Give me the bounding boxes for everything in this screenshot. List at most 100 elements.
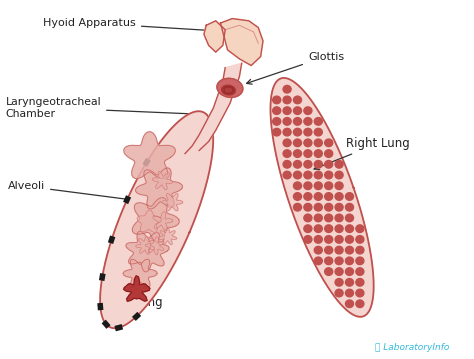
- Circle shape: [283, 171, 291, 179]
- Polygon shape: [204, 21, 225, 52]
- Circle shape: [283, 150, 291, 157]
- Circle shape: [293, 171, 301, 179]
- Circle shape: [346, 225, 354, 233]
- Circle shape: [325, 171, 333, 179]
- Circle shape: [314, 246, 322, 254]
- Circle shape: [283, 160, 291, 168]
- Ellipse shape: [221, 85, 236, 95]
- Circle shape: [273, 128, 281, 136]
- Circle shape: [293, 193, 301, 200]
- Circle shape: [335, 204, 343, 211]
- Text: Laryngeotracheal
Chamber: Laryngeotracheal Chamber: [5, 97, 207, 119]
- Polygon shape: [145, 237, 164, 255]
- Circle shape: [335, 246, 343, 254]
- Polygon shape: [136, 237, 155, 255]
- Circle shape: [325, 225, 333, 233]
- Circle shape: [273, 107, 281, 115]
- Circle shape: [346, 268, 354, 275]
- Circle shape: [325, 139, 333, 146]
- Polygon shape: [136, 168, 182, 209]
- Circle shape: [335, 171, 343, 179]
- Circle shape: [325, 182, 333, 190]
- Circle shape: [283, 96, 291, 104]
- Circle shape: [314, 171, 322, 179]
- Polygon shape: [271, 78, 374, 317]
- Circle shape: [283, 85, 291, 93]
- Circle shape: [335, 257, 343, 265]
- Circle shape: [346, 214, 354, 222]
- Circle shape: [293, 118, 301, 125]
- Circle shape: [335, 268, 343, 275]
- Circle shape: [335, 214, 343, 222]
- Circle shape: [283, 107, 291, 115]
- Circle shape: [314, 214, 322, 222]
- Circle shape: [293, 96, 301, 104]
- Circle shape: [314, 139, 322, 146]
- Circle shape: [346, 193, 354, 200]
- Circle shape: [304, 118, 312, 125]
- Text: Hyoid Apparatus: Hyoid Apparatus: [43, 18, 230, 34]
- Circle shape: [325, 236, 333, 243]
- Circle shape: [293, 139, 301, 146]
- Circle shape: [356, 246, 364, 254]
- Circle shape: [273, 96, 281, 104]
- Text: Left Lung: Left Lung: [108, 250, 163, 309]
- Polygon shape: [132, 198, 179, 243]
- Circle shape: [314, 160, 322, 168]
- Circle shape: [335, 236, 343, 243]
- Circle shape: [304, 171, 312, 179]
- Circle shape: [325, 204, 333, 211]
- Circle shape: [273, 118, 281, 125]
- Circle shape: [325, 160, 333, 168]
- Text: Alveoli: Alveoli: [8, 181, 143, 203]
- Circle shape: [325, 268, 333, 275]
- Circle shape: [314, 182, 322, 190]
- Circle shape: [346, 246, 354, 254]
- Polygon shape: [220, 19, 263, 65]
- Circle shape: [346, 257, 354, 265]
- Circle shape: [335, 225, 343, 233]
- Polygon shape: [137, 210, 161, 232]
- Circle shape: [325, 246, 333, 254]
- Circle shape: [293, 204, 301, 211]
- Ellipse shape: [217, 78, 243, 97]
- Circle shape: [356, 268, 364, 275]
- Circle shape: [304, 214, 312, 222]
- Polygon shape: [158, 228, 177, 245]
- Circle shape: [283, 128, 291, 136]
- Circle shape: [325, 150, 333, 157]
- Circle shape: [293, 160, 301, 168]
- Circle shape: [293, 150, 301, 157]
- Circle shape: [304, 150, 312, 157]
- Circle shape: [346, 289, 354, 297]
- Polygon shape: [124, 276, 150, 301]
- Circle shape: [304, 236, 312, 243]
- Circle shape: [335, 279, 343, 286]
- Circle shape: [304, 193, 312, 200]
- Polygon shape: [185, 63, 242, 154]
- Circle shape: [304, 139, 312, 146]
- Circle shape: [356, 289, 364, 297]
- Polygon shape: [162, 194, 182, 211]
- Circle shape: [335, 160, 343, 168]
- Circle shape: [304, 204, 312, 211]
- Circle shape: [304, 182, 312, 190]
- Circle shape: [293, 107, 301, 115]
- Circle shape: [356, 279, 364, 286]
- Circle shape: [314, 236, 322, 243]
- Circle shape: [314, 257, 322, 265]
- Circle shape: [346, 236, 354, 243]
- Circle shape: [346, 300, 354, 308]
- Circle shape: [304, 160, 312, 168]
- Circle shape: [293, 128, 301, 136]
- Circle shape: [283, 118, 291, 125]
- Polygon shape: [153, 211, 173, 230]
- Polygon shape: [123, 259, 157, 288]
- Circle shape: [314, 118, 322, 125]
- Circle shape: [335, 182, 343, 190]
- Polygon shape: [126, 231, 169, 272]
- Text: Right Lung: Right Lung: [314, 137, 410, 169]
- Circle shape: [356, 300, 364, 308]
- Circle shape: [314, 225, 322, 233]
- Circle shape: [346, 279, 354, 286]
